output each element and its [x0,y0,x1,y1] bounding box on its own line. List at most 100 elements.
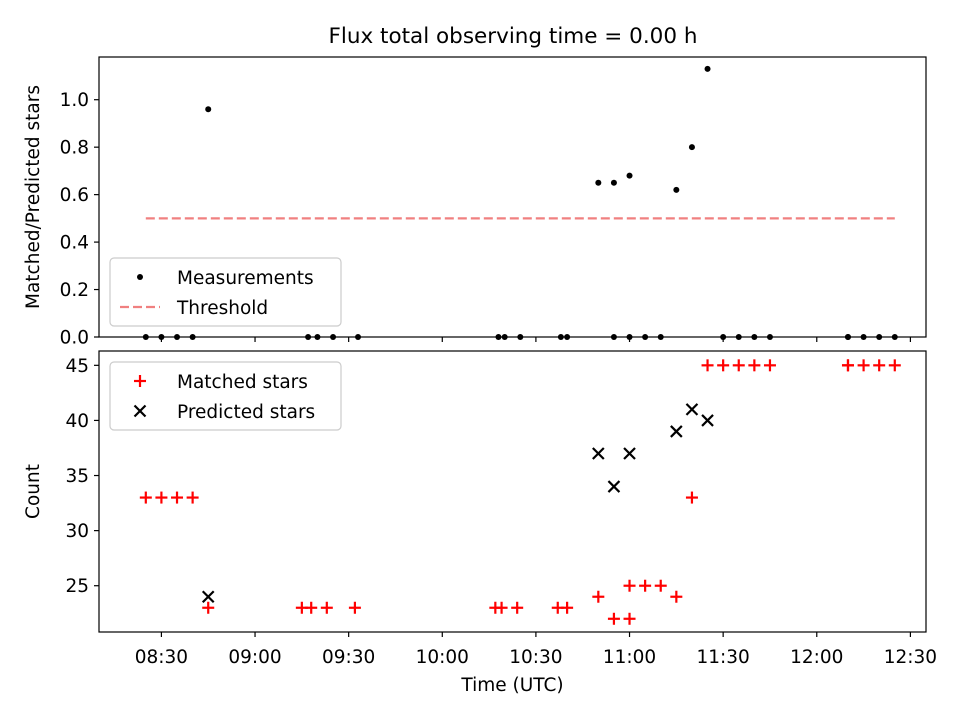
y-tick-label: 30 [65,521,89,542]
data-point [657,334,664,340]
y-tick-label: 0.4 [60,233,89,254]
data-point [158,334,165,340]
data-point [717,359,730,372]
data-point [348,601,361,614]
data-point [189,334,196,340]
data-point [876,334,883,340]
y-axis-label: Matched/Predicted stars [23,85,44,309]
data-point [495,334,502,340]
data-point [626,334,633,340]
data-point [841,359,854,372]
data-point [735,334,742,340]
series-predicted-stars [201,403,714,604]
data-point [171,491,184,504]
legend-box [109,257,342,327]
chart-title: Flux total observing time = 0.00 h [329,24,698,49]
x-axis-label: Time (UTC) [460,675,563,696]
y-axis-label: Count [23,464,44,519]
data-point [748,359,761,372]
data-point [330,334,337,340]
data-point [557,334,564,340]
data-point [888,359,901,372]
data-point [685,491,698,504]
data-point [142,334,149,340]
data-point [610,334,617,340]
y-tick-label: 40 [65,411,89,432]
data-point [670,425,683,438]
y-tick-label: 1.0 [60,90,89,111]
x-tick-label: 09:00 [228,647,281,668]
data-point [751,334,758,340]
y-tick-label: 0.6 [60,185,89,206]
data-point [626,172,633,179]
data-point [639,579,652,592]
data-point [495,601,508,614]
data-point [305,334,312,340]
data-point [592,590,605,603]
data-point [595,179,602,186]
y-tick-label: 35 [65,466,89,487]
data-point [202,601,215,614]
series-measurements [142,65,898,340]
data-point [891,334,898,340]
data-point [763,359,776,372]
data-point [517,334,524,340]
x-b [607,480,621,493]
x-tick-label: 11:30 [696,647,749,668]
x-b [592,447,605,460]
legend-label: Measurements [177,268,314,289]
data-point [607,480,621,493]
data-point [701,359,714,372]
y-tick-label: 0.2 [60,280,89,301]
y-tick-label: 0.0 [60,328,89,349]
data-point [766,334,773,340]
data-point [205,106,212,113]
data-point [501,334,508,340]
data-layer [139,359,901,625]
data-point [670,590,683,603]
x-b [201,590,215,604]
data-point [511,601,524,614]
data-point [685,403,699,416]
data-point [654,579,667,592]
x-b [670,425,683,438]
legend-entry: Matched stars [134,372,308,393]
x-tick-label: 10:30 [509,647,562,668]
legend-marker [137,274,143,280]
data-point [873,359,886,372]
legend-label: Predicted stars [177,402,315,423]
data-point [561,601,574,614]
data-point [610,179,617,186]
data-point [857,359,870,372]
data-point [688,144,695,151]
data-point [844,334,851,340]
data-point [355,334,362,340]
data-point [673,186,680,193]
y-tick-label: 25 [65,576,89,597]
x-tick-label: 11:00 [603,647,656,668]
legend-label: Threshold [176,298,268,319]
data-point [720,334,727,340]
legend-entry: Threshold [120,298,268,319]
legend-marker [133,404,147,418]
data-point [139,491,152,504]
legend-box [109,361,342,431]
data-point [704,65,711,72]
data-point [314,334,321,340]
x-tick-label: 12:30 [884,647,937,668]
panel-top: 0.0 0.2 0.4 0.6 0.8 1.0 Matched/Predicted star… [23,56,927,349]
x-tick-label: 08:30 [135,647,188,668]
legend: Matched stars Predicted stars [109,361,342,431]
x-tick-label: 10:00 [416,647,469,668]
legend-label: Matched stars [177,372,308,393]
axes-frame [98,56,927,338]
x-b [701,414,714,427]
data-point [174,334,181,340]
data-point [607,612,620,625]
data-point [564,334,571,340]
legend-entry: Measurements [137,268,314,289]
data-point [592,447,605,460]
